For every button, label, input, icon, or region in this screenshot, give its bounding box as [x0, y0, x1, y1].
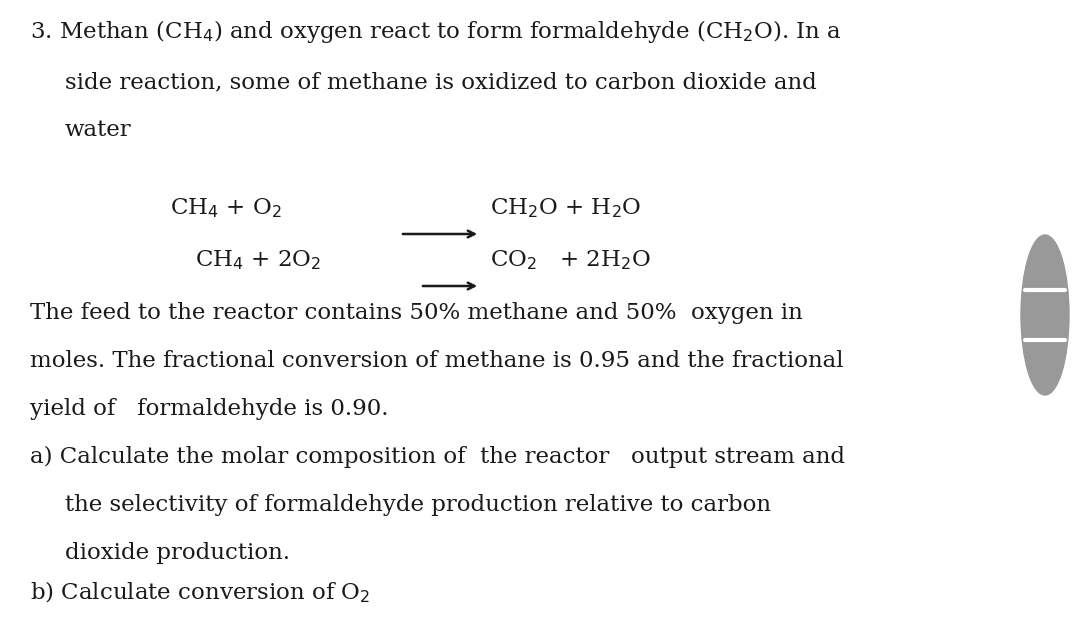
Text: CH$_2$O + H$_2$O: CH$_2$O + H$_2$O	[490, 196, 642, 220]
Text: b) Calculate conversion of O$_2$: b) Calculate conversion of O$_2$	[30, 579, 370, 605]
Text: 3. Methan (CH$_4$) and oxygen react to form formaldehyde (CH$_2$O). In a: 3. Methan (CH$_4$) and oxygen react to f…	[30, 18, 842, 45]
Text: CH$_4$ + 2O$_2$: CH$_4$ + 2O$_2$	[195, 248, 321, 272]
Text: dioxide production.: dioxide production.	[65, 542, 291, 564]
Text: CH$_4$ + O$_2$: CH$_4$ + O$_2$	[170, 196, 282, 220]
Text: a) Calculate the molar composition of  the reactor   output stream and: a) Calculate the molar composition of th…	[30, 446, 845, 468]
Text: the selectivity of formaldehyde production relative to carbon: the selectivity of formaldehyde producti…	[65, 494, 771, 516]
Text: water: water	[65, 119, 132, 141]
Text: CO$_2$   + 2H$_2$O: CO$_2$ + 2H$_2$O	[490, 248, 650, 272]
Text: moles. The fractional conversion of methane is 0.95 and the fractional: moles. The fractional conversion of meth…	[30, 350, 843, 372]
Text: side reaction, some of methane is oxidized to carbon dioxide and: side reaction, some of methane is oxidiz…	[65, 71, 816, 93]
Text: yield of   formaldehyde is 0.90.: yield of formaldehyde is 0.90.	[30, 398, 389, 420]
Ellipse shape	[1021, 235, 1069, 395]
Text: The feed to the reactor contains 50% methane and 50%  oxygen in: The feed to the reactor contains 50% met…	[30, 302, 802, 324]
